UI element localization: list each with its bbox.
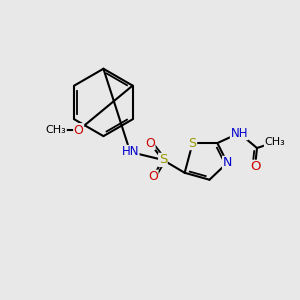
Text: HN: HN	[122, 146, 139, 158]
Text: S: S	[189, 136, 196, 150]
Text: O: O	[74, 124, 84, 137]
Text: O: O	[145, 136, 155, 150]
Text: NH: NH	[230, 127, 248, 140]
Text: N: N	[223, 156, 232, 170]
Text: CH₃: CH₃	[46, 125, 66, 135]
Text: S: S	[159, 153, 167, 167]
Text: CH₃: CH₃	[265, 137, 285, 147]
Text: O: O	[148, 170, 158, 183]
Text: O: O	[250, 160, 260, 173]
